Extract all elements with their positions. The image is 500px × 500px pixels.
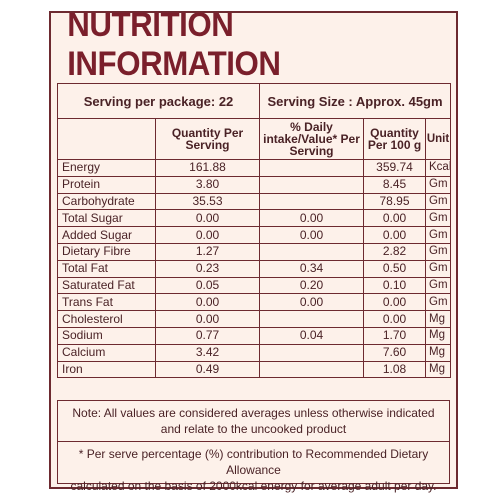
table-row: Trans Fat 0.00 0.00 0.00 Gm <box>57 293 452 312</box>
quantity-per-100g: 0.00 <box>363 209 427 228</box>
daily-intake <box>259 192 365 211</box>
nutrient-name: Iron <box>57 360 156 379</box>
daily-intake <box>259 159 365 177</box>
unit: Mg <box>425 343 452 362</box>
table-row: Iron 0.49 1.08 Mg <box>57 360 452 379</box>
quantity-per-serving: 0.05 <box>154 276 261 295</box>
unit: Gm <box>425 175 452 194</box>
nutrient-name: Dietary Fibre <box>57 242 156 261</box>
unit: Gm <box>425 209 452 228</box>
nutrition-panel: NUTRITION INFORMATION Serving per packag… <box>49 6 458 493</box>
averages-note-line-1: Note: All values are considered averages… <box>72 406 435 420</box>
nutrient-name: Sodium <box>57 326 156 345</box>
quantity-per-100g: 0.00 <box>363 226 427 244</box>
quantity-per-100g: 0.00 <box>363 293 427 312</box>
nutrient-name: Total Fat <box>57 259 156 278</box>
table-row: Protein 3.80 8.45 Gm <box>57 175 452 194</box>
quantity-per-100g: 7.60 <box>363 343 427 362</box>
unit: Gm <box>425 293 452 312</box>
daily-intake <box>259 310 365 328</box>
header-nutrient <box>57 118 156 160</box>
nutrient-name: Protein <box>57 175 156 194</box>
unit: Mg <box>425 326 452 345</box>
table-row: Dietary Fibre 1.27 2.82 Gm <box>57 242 452 261</box>
daily-intake <box>259 343 365 362</box>
unit: Gm <box>425 192 452 211</box>
quantity-per-serving: 0.49 <box>154 360 261 379</box>
unit: Gm <box>425 226 452 244</box>
daily-intake: 0.04 <box>259 326 365 345</box>
table-row: Calcium 3.42 7.60 Mg <box>57 343 452 362</box>
quantity-per-100g: 359.74 <box>363 159 427 177</box>
serving-per-package: Serving per package: 22 <box>56 83 261 119</box>
nutrition-table: Serving per package: 22 Serving Size : A… <box>56 83 452 379</box>
averages-note-line-2: and relate to the uncooked product <box>160 422 347 436</box>
nutrient-name: Added Sugar <box>57 226 156 244</box>
table-row: Saturated Fat 0.05 0.20 0.10 Gm <box>57 276 452 295</box>
table-row: Total Fat 0.23 0.34 0.50 Gm <box>57 259 452 278</box>
quantity-per-100g: 1.08 <box>363 360 427 379</box>
table-row: Sodium 0.77 0.04 1.70 Mg <box>57 326 452 345</box>
quantity-per-serving: 0.00 <box>154 310 261 328</box>
quantity-per-serving: 35.53 <box>154 192 261 211</box>
quantity-per-serving: 0.00 <box>154 293 261 312</box>
daily-intake: 0.00 <box>259 293 365 312</box>
rda-footnote-line-2: calculated on the basis of 2000kcal ener… <box>70 479 437 493</box>
rda-footnote-line-1: * Per serve percentage (%) contribution … <box>78 447 429 477</box>
daily-intake: 0.00 <box>259 209 365 228</box>
nutrient-name: Energy <box>57 159 156 177</box>
unit: Gm <box>425 276 452 295</box>
nutrient-name: Saturated Fat <box>57 276 156 295</box>
unit: Gm <box>425 242 452 261</box>
rda-footnote: * Per serve percentage (%) contribution … <box>57 442 450 493</box>
header-quantity-per-100g: Quantity Per 100 g <box>363 118 427 160</box>
page-title: NUTRITION INFORMATION <box>67 6 281 83</box>
quantity-per-100g: 78.95 <box>363 192 427 211</box>
table-row: Added Sugar 0.00 0.00 0.00 Gm <box>57 226 452 244</box>
quantity-per-100g: 0.10 <box>363 276 427 295</box>
table-row: Total Sugar 0.00 0.00 0.00 Gm <box>57 209 452 228</box>
daily-intake: 0.20 <box>259 276 365 295</box>
averages-note: Note: All values are considered averages… <box>57 400 450 442</box>
unit: Kcal <box>425 159 452 177</box>
table-row: Energy 161.88 359.74 Kcal <box>57 159 452 177</box>
quantity-per-100g: 8.45 <box>363 175 427 194</box>
header-unit: Unit <box>425 118 452 160</box>
quantity-per-serving: 3.80 <box>154 175 261 194</box>
unit: Mg <box>425 310 452 328</box>
serving-size: Serving Size : Approx. 45gm <box>259 83 452 119</box>
nutrient-name: Calcium <box>57 343 156 362</box>
quantity-per-100g: 2.82 <box>363 242 427 261</box>
daily-intake <box>259 242 365 261</box>
quantity-per-100g: 0.00 <box>363 310 427 328</box>
daily-intake <box>259 360 365 379</box>
header-daily-intake: % Daily intake/Value* Per Serving <box>259 118 365 160</box>
quantity-per-serving: 161.88 <box>154 159 261 177</box>
quantity-per-serving: 3.42 <box>154 343 261 362</box>
nutrient-rows: Energy 161.88 359.74 Kcal Protein 3.80 8.45 Gm C… <box>57 159 452 379</box>
quantity-per-serving: 0.00 <box>154 226 261 244</box>
quantity-per-serving: 0.23 <box>154 259 261 278</box>
nutrient-name: Trans Fat <box>57 293 156 312</box>
nutrient-name: Carbohydrate <box>57 192 156 211</box>
daily-intake <box>259 175 365 194</box>
serving-row: Serving per package: 22 Serving Size : A… <box>56 83 452 119</box>
nutrient-name: Total Sugar <box>57 209 156 228</box>
daily-intake: 0.00 <box>259 226 365 244</box>
header-row: Quantity Per Serving % Daily intake/Valu… <box>57 118 452 160</box>
nutrient-name: Cholesterol <box>57 310 156 328</box>
quantity-per-serving: 0.00 <box>154 209 261 228</box>
daily-intake: 0.34 <box>259 259 365 278</box>
quantity-per-serving: 0.77 <box>154 326 261 345</box>
unit: Gm <box>425 259 452 278</box>
table-row: Cholesterol 0.00 0.00 Mg <box>57 310 452 328</box>
quantity-per-100g: 0.50 <box>363 259 427 278</box>
quantity-per-100g: 1.70 <box>363 326 427 345</box>
header-quantity-per-serving: Quantity Per Serving <box>154 118 261 160</box>
unit: Mg <box>425 360 452 379</box>
table-row: Carbohydrate 35.53 78.95 Gm <box>57 192 452 211</box>
quantity-per-serving: 1.27 <box>154 242 261 261</box>
